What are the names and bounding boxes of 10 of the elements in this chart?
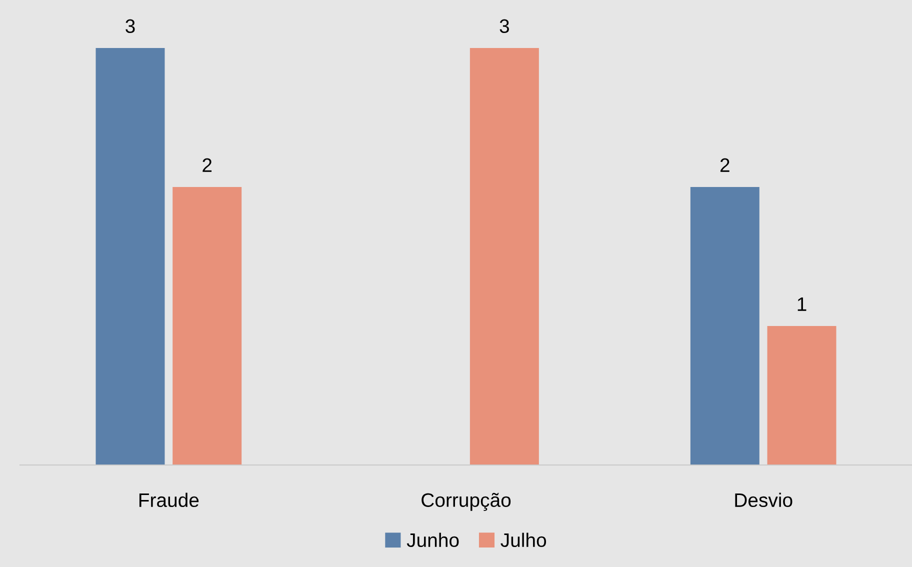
x-tick-label: Desvio	[735, 492, 792, 508]
data-label: 2	[720, 158, 730, 172]
data-label: 3	[126, 19, 135, 34]
legend-label: Julho	[500, 532, 546, 548]
data-label: 2	[202, 158, 212, 172]
data-label: 1	[798, 297, 806, 311]
data-label: 3	[500, 19, 509, 34]
x-tick-label: Fraude	[139, 492, 199, 508]
x-tick-label: Corrupção	[422, 492, 511, 511]
legend-label: Junho	[406, 532, 459, 548]
